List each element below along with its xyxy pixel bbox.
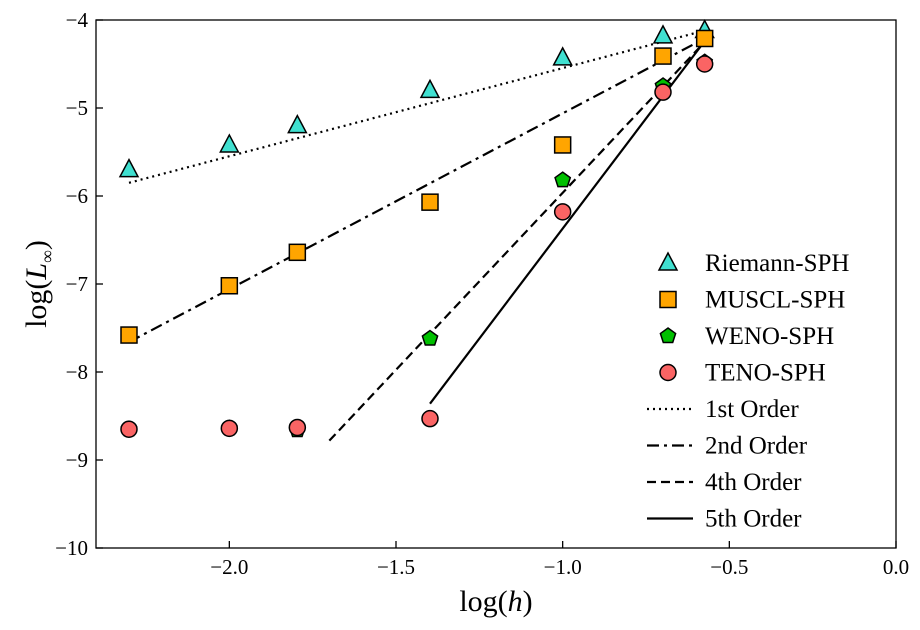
series-1-point-5 <box>552 46 573 66</box>
reference-line-3 <box>328 41 706 442</box>
x-tick-label: −2.0 <box>210 555 248 579</box>
series-4-point-1 <box>120 420 138 438</box>
x-tick-label: −1.0 <box>544 555 582 579</box>
legend-label: Riemann-SPH <box>705 250 849 277</box>
y-axis-ticks: −10 −9 −8 −7 −6 −5 −4 <box>55 8 103 560</box>
series-2-point-2 <box>220 277 239 295</box>
series-1-point-1 <box>118 157 140 178</box>
series-1-point-4 <box>419 78 441 99</box>
legend-label: 2nd Order <box>705 433 808 460</box>
legend-marker-2 <box>659 290 677 309</box>
x-tick-label: −1.5 <box>377 555 415 579</box>
legend-label: 1st Order <box>705 396 799 423</box>
legend-marker-3 <box>659 327 677 344</box>
legend-marker-4 <box>659 363 677 382</box>
series-1-point-2 <box>219 133 240 153</box>
plot-frame <box>95 19 897 549</box>
series-2-point-4 <box>421 193 439 211</box>
y-axis-label: log(L∞) <box>20 240 57 328</box>
series-4-point-5 <box>553 203 572 221</box>
y-tick-label: −9 <box>66 448 88 472</box>
legend-label: TENO-SPH <box>705 360 826 387</box>
y-tick-label: −5 <box>66 96 88 120</box>
data-markers <box>118 18 715 438</box>
y-tick-label: −10 <box>55 536 88 560</box>
reference-line-4 <box>429 40 706 405</box>
legend-label: 4th Order <box>705 469 802 496</box>
series-4-point-2 <box>220 419 239 438</box>
series-1-point-3 <box>287 113 308 134</box>
series-2-point-6 <box>654 47 672 65</box>
x-tick-label: −0.5 <box>710 555 748 579</box>
series-2-point-5 <box>553 136 572 154</box>
series-2-point-7 <box>695 29 714 48</box>
legend: Riemann-SPH MUSCL-SPH WENO-SPH TENO-SPH 1st … <box>647 250 849 533</box>
y-tick-label: −6 <box>66 184 88 208</box>
series-4-point-7 <box>695 55 714 73</box>
series-2-point-3 <box>288 243 307 262</box>
y-tick-label: −4 <box>66 8 89 32</box>
series-4-point-4 <box>421 409 439 428</box>
legend-label: WENO-SPH <box>705 323 834 350</box>
legend-marker-1 <box>657 251 679 271</box>
series-4-point-6 <box>654 83 672 101</box>
series-3-point-5 <box>554 171 572 188</box>
x-axis-label: log(h) <box>459 585 532 618</box>
series-4-point-3 <box>288 418 307 437</box>
series-3-point-4 <box>421 329 439 346</box>
x-axis-ticks: −2.0 −1.5 −1.0 −0.5 0.0 <box>210 541 909 579</box>
series-1-point-6 <box>652 24 674 44</box>
x-tick-label: 0.0 <box>883 555 909 579</box>
y-tick-label: −7 <box>66 272 88 296</box>
legend-label: MUSCL-SPH <box>705 287 845 314</box>
series-2-point-1 <box>120 326 138 344</box>
legend-label: 5th Order <box>705 506 802 533</box>
y-tick-label: −8 <box>66 360 88 384</box>
